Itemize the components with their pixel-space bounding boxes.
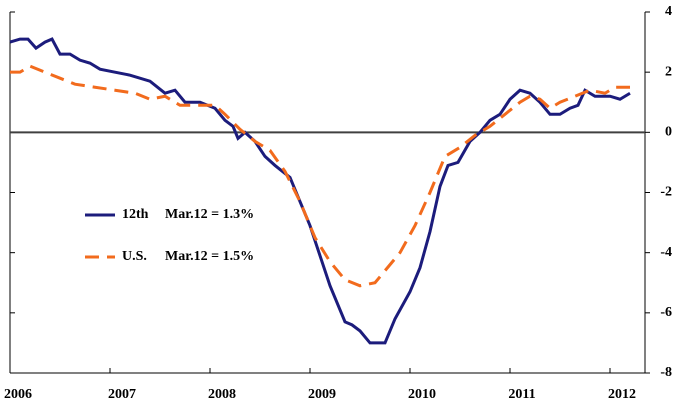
y-tick-label: 2 — [665, 64, 672, 79]
x-tick-label: 2010 — [408, 387, 436, 402]
y-tick-label: -4 — [660, 245, 672, 260]
legend-label: 12th — [122, 207, 149, 222]
y-tick-label: 4 — [665, 4, 672, 19]
line-series — [9, 37, 631, 345]
y-tick-label: -8 — [660, 365, 672, 380]
legend-label: U.S. — [122, 249, 147, 264]
y-tick-label: -6 — [660, 305, 672, 320]
x-tick-label: 2012 — [608, 387, 636, 402]
y-tick-label: 0 — [665, 125, 672, 140]
x-tick-label: 2009 — [308, 387, 336, 402]
x-tick-label: 2007 — [108, 387, 136, 402]
y-tick-label: -2 — [660, 185, 672, 200]
line-series — [10, 64, 630, 288]
x-tick-label: 2011 — [508, 387, 535, 402]
x-tick-label: 2008 — [208, 387, 236, 402]
x-tick-label: 2006 — [4, 387, 32, 402]
legend-note: Mar.12 = 1.5% — [165, 249, 254, 264]
legend-note: Mar.12 = 1.3% — [165, 207, 254, 222]
